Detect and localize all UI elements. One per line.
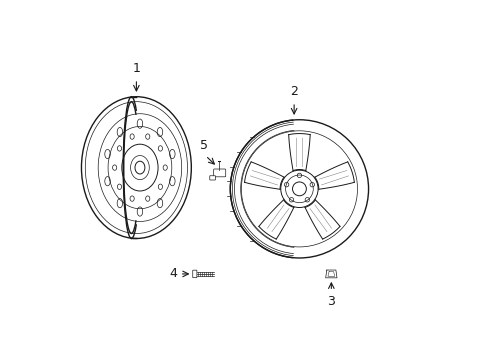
Polygon shape xyxy=(325,270,336,278)
FancyBboxPatch shape xyxy=(209,176,215,180)
Text: 1: 1 xyxy=(132,62,140,76)
Text: 5: 5 xyxy=(199,139,207,152)
FancyBboxPatch shape xyxy=(192,270,197,278)
Text: 4: 4 xyxy=(169,267,177,280)
Text: 3: 3 xyxy=(327,295,335,308)
FancyBboxPatch shape xyxy=(213,169,225,177)
Text: 2: 2 xyxy=(289,85,298,99)
